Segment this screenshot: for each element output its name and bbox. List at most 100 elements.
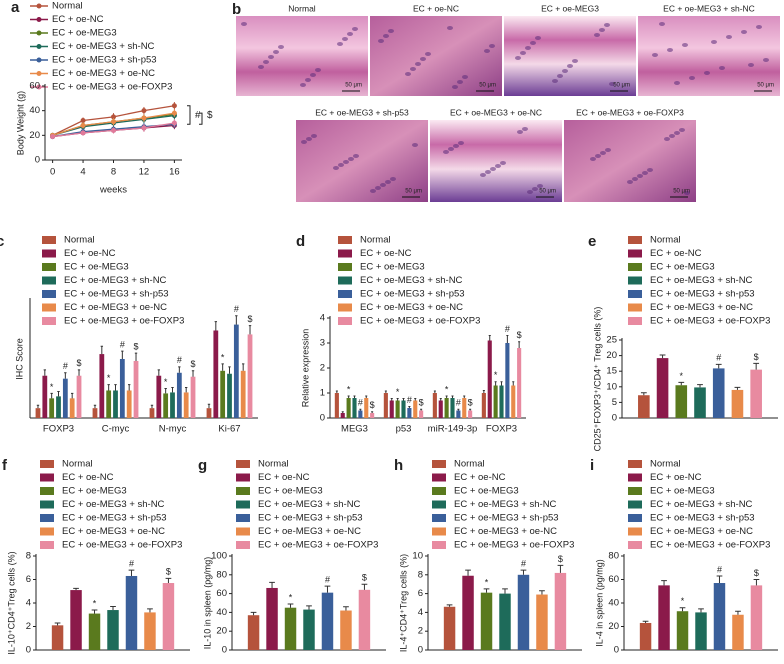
- data-point: [80, 122, 86, 128]
- error-bar: [341, 411, 344, 413]
- legend-label: EC + oe-MEG3 + sh-NC: [52, 41, 155, 52]
- bar: [536, 594, 548, 650]
- legend-label: EC + oe-MEG3 + oe-FOXP3: [64, 316, 184, 327]
- legend-label: EC + oe-MEG3: [62, 486, 127, 497]
- scale-label: 50 μm: [345, 83, 362, 89]
- error-bar: [207, 403, 211, 409]
- error-bar: [57, 390, 60, 397]
- error-bar: [518, 341, 521, 348]
- cell-nucleus: [689, 76, 695, 80]
- bar: [69, 398, 75, 418]
- legend-key: [628, 303, 642, 312]
- bar: [144, 612, 156, 650]
- cell-nucleus: [719, 66, 725, 70]
- bar: [88, 613, 101, 650]
- cell-nucleus: [674, 131, 680, 135]
- cell-nucleus: [599, 28, 605, 32]
- legend-label: EC + oe-NC: [258, 472, 310, 483]
- bar: [487, 340, 492, 418]
- significance-label: $: [370, 400, 375, 410]
- significance-label: *: [680, 371, 684, 381]
- bar: [517, 574, 530, 650]
- y-tick-label: 8: [26, 551, 31, 562]
- panel-label: i: [590, 457, 594, 474]
- cell-nucleus: [310, 73, 316, 77]
- significance-label: #: [505, 324, 510, 334]
- legend-label: EC + oe-NC: [454, 472, 506, 483]
- significance-label: *: [445, 384, 449, 394]
- bar: [340, 413, 345, 418]
- significance-label: *: [164, 377, 168, 387]
- bracket: [199, 112, 203, 125]
- error-bar: [178, 366, 181, 373]
- x-tick-label: Ki-67: [218, 424, 240, 435]
- significance-label: #: [129, 558, 134, 568]
- bar: [70, 590, 82, 650]
- legend-label: EC + oe-MEG3 + oe-FOXP3: [258, 540, 378, 551]
- bar: [638, 395, 650, 418]
- cell-nucleus: [664, 137, 670, 141]
- y-tick-label: 60: [29, 81, 40, 92]
- error-bar: [171, 387, 174, 393]
- y-tick-label: 3: [320, 338, 325, 349]
- legend-label: Normal: [454, 459, 485, 470]
- legend-key: [628, 276, 642, 285]
- cell-nucleus: [726, 35, 732, 39]
- significance-label: $: [754, 352, 759, 362]
- histology-image: [564, 120, 696, 202]
- bar: [125, 575, 138, 650]
- legend-key: [40, 460, 54, 468]
- legend-label: EC + oe-MEG3 + oe-NC: [360, 302, 463, 313]
- histology-image: [296, 120, 428, 202]
- significance-label: $: [191, 359, 196, 369]
- y-tick-label: 80: [608, 551, 619, 562]
- y-tick-label: 0: [26, 645, 31, 656]
- error-bar: [100, 345, 104, 355]
- legend-label: EC + oe-NC: [650, 472, 702, 483]
- error-bar: [184, 387, 188, 393]
- bar: [383, 393, 388, 418]
- significance-label: #: [195, 110, 201, 121]
- cell-nucleus: [667, 48, 673, 52]
- legend-label: EC + oe-MEG3: [258, 486, 323, 497]
- error-bar: [269, 581, 275, 588]
- significance-label: *: [681, 596, 685, 606]
- legend-label: EC + oe-MEG3 + oe-NC: [454, 526, 557, 537]
- error-bar: [512, 381, 515, 386]
- cell-nucleus: [748, 63, 754, 67]
- significance-label: $: [134, 341, 139, 351]
- legend-label: EC + oe-MEG3 + oe-FOXP3: [650, 316, 770, 327]
- bar: [321, 592, 334, 650]
- cell-nucleus: [490, 167, 496, 171]
- significance-label: *: [396, 387, 400, 397]
- legend-key: [338, 236, 352, 244]
- bar: [658, 585, 670, 650]
- y-tick-label: 0: [222, 645, 227, 656]
- cell-nucleus: [517, 130, 523, 134]
- bar: [42, 375, 48, 418]
- cell-nucleus: [500, 161, 506, 165]
- error-bar: [642, 620, 649, 623]
- bar: [462, 575, 474, 650]
- bar: [750, 585, 763, 650]
- cell-nucleus: [679, 128, 685, 132]
- image-title: EC + oe-MEG3: [541, 3, 599, 13]
- legend-key: [432, 500, 446, 509]
- scale-label: 50 μm: [757, 83, 774, 89]
- error-bar: [488, 335, 491, 341]
- bar: [676, 611, 689, 650]
- significance-label: *: [485, 577, 489, 587]
- cell-nucleus: [552, 79, 558, 83]
- bar: [99, 354, 105, 418]
- bar: [106, 390, 112, 418]
- bar: [419, 410, 424, 418]
- panel-label: c: [0, 233, 4, 250]
- bar: [183, 392, 189, 418]
- bar: [62, 378, 68, 418]
- cell-nucleus: [380, 183, 386, 187]
- cell-nucleus: [306, 137, 312, 141]
- legend-label: EC + oe-MEG3 + oe-NC: [64, 302, 167, 313]
- bar: [266, 587, 278, 650]
- legend-label: EC + oe-MEG3: [52, 28, 117, 39]
- data-point: [171, 103, 177, 109]
